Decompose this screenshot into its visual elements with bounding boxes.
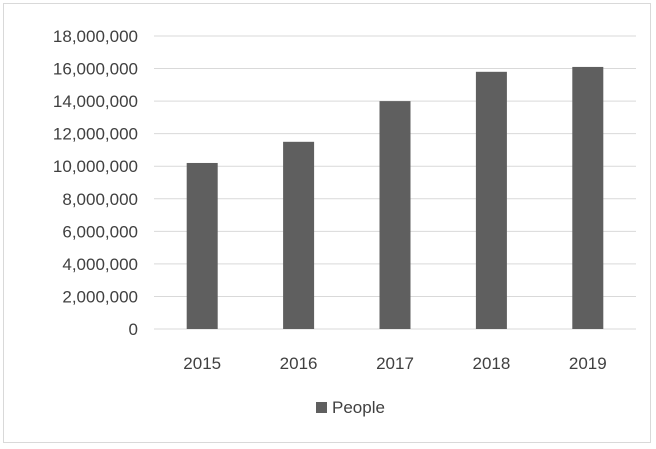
legend-label-people: People bbox=[332, 398, 385, 417]
y-tick-label: 6,000,000 bbox=[62, 222, 138, 241]
chart-frame: 0 2,000,000 4,000,000 6,000,000 8,000,000 10,… bbox=[3, 3, 651, 443]
y-tick-label: 14,000,000 bbox=[53, 92, 138, 111]
y-tick-label: 12,000,000 bbox=[53, 125, 138, 144]
y-axis-tick-labels: 0 2,000,000 4,000,000 6,000,000 8,000,000 10,… bbox=[53, 27, 138, 339]
y-tick-label: 10,000,000 bbox=[53, 157, 138, 176]
bars bbox=[186, 66, 604, 330]
bar-2018 bbox=[475, 71, 507, 330]
y-tick-label: 18,000,000 bbox=[53, 27, 138, 46]
bar-2017 bbox=[379, 101, 411, 329]
x-tick-label-2016: 2016 bbox=[280, 354, 318, 373]
y-tick-label: 16,000,000 bbox=[53, 60, 138, 79]
y-tick-label: 2,000,000 bbox=[62, 287, 138, 306]
bar-2016 bbox=[283, 141, 315, 329]
x-tick-label-2015: 2015 bbox=[183, 354, 221, 373]
x-axis-tick-labels: 2015 2016 2017 2018 2019 bbox=[183, 354, 606, 373]
x-tick-label-2018: 2018 bbox=[472, 354, 510, 373]
legend: People bbox=[316, 398, 385, 417]
bar-chart: 0 2,000,000 4,000,000 6,000,000 8,000,000 10,… bbox=[53, 27, 636, 417]
bar-2019 bbox=[572, 66, 604, 329]
x-tick-label-2019: 2019 bbox=[569, 354, 607, 373]
x-tick-label-2017: 2017 bbox=[376, 354, 414, 373]
bar-2015 bbox=[186, 162, 218, 329]
legend-swatch-people bbox=[316, 402, 327, 413]
y-tick-label: 8,000,000 bbox=[62, 190, 138, 209]
y-tick-label: 4,000,000 bbox=[62, 255, 138, 274]
y-tick-label: 0 bbox=[129, 320, 138, 339]
